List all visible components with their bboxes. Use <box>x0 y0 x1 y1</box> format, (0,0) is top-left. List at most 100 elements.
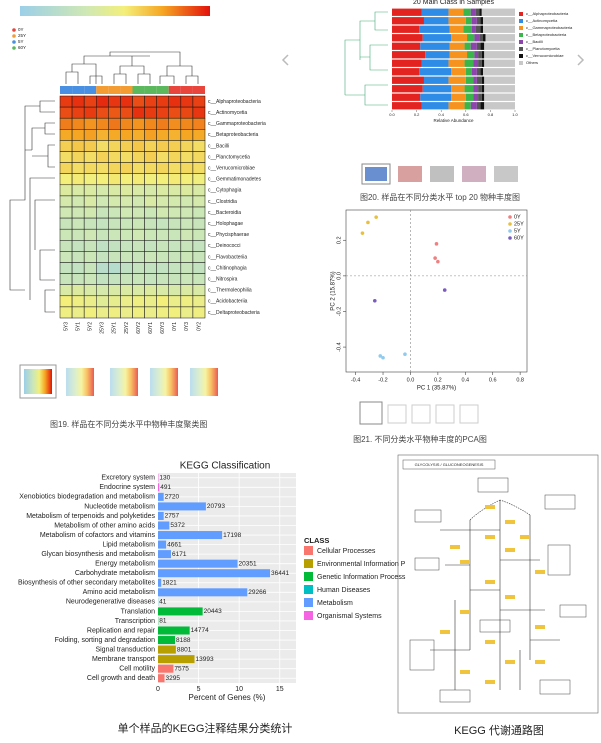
value-label: 491 <box>160 484 171 491</box>
heat-cell <box>71 129 85 141</box>
thumbnail[interactable] <box>459 404 479 424</box>
thumbnail[interactable] <box>387 404 407 424</box>
heat-cell <box>96 284 109 297</box>
heat-cell <box>156 251 170 263</box>
caption: 图19. 样品在不同分类水平中物种丰度聚类图 <box>50 419 207 429</box>
heat-cell <box>156 295 170 308</box>
heat-cell <box>156 195 170 208</box>
y-tick-label: Metabolism of cofactors and vitamins <box>40 532 156 539</box>
heat-cell <box>132 273 145 285</box>
legend-label: Environmental Information P <box>317 561 406 568</box>
thumbnail[interactable] <box>150 368 178 396</box>
thumbnail[interactable] <box>359 401 383 425</box>
heat-cell <box>108 195 121 208</box>
bar-segment <box>474 34 480 42</box>
bar-segment <box>448 17 466 25</box>
heat-cell <box>83 217 97 230</box>
value-label: 41 <box>159 599 167 606</box>
legend-title: CLASS <box>304 536 329 545</box>
legend-label: 25Y <box>514 221 524 227</box>
y-tick-label: Amino acid metabolism <box>83 589 156 596</box>
value-label: 29266 <box>248 589 266 596</box>
carousel-next[interactable] <box>577 54 585 66</box>
heat-cell <box>59 228 73 241</box>
heat-cell <box>180 106 194 119</box>
bar <box>158 664 174 673</box>
heat-cell <box>192 262 206 274</box>
heat-cell <box>192 206 206 219</box>
y-tick-label: Endocrine system <box>99 484 155 491</box>
value-label: 14774 <box>191 627 209 634</box>
row-label: c__Alphaproteobacteria <box>208 99 261 105</box>
carousel-prev[interactable] <box>281 54 289 66</box>
y-tick-label: Carbohydrate metabolism <box>75 570 155 577</box>
bar-segment <box>478 59 482 67</box>
heat-cell <box>132 173 145 186</box>
heat-cell <box>59 184 73 197</box>
thumbnail[interactable] <box>435 404 455 424</box>
sample-dendrogram <box>344 11 388 106</box>
heat-cell <box>96 306 109 319</box>
column-group-bar <box>120 86 133 94</box>
heat-cell <box>156 240 170 252</box>
bar-segment <box>476 76 482 84</box>
y-tick-label: Lipid metabolism <box>102 541 155 548</box>
legend-swatch <box>508 229 512 233</box>
heat-cell <box>96 217 109 230</box>
heat-cell <box>96 184 109 197</box>
heat-cell <box>120 173 133 186</box>
heat-cell <box>71 273 85 285</box>
legend-swatch <box>12 40 16 44</box>
legend-swatch <box>519 33 523 37</box>
heat-cell <box>156 95 170 108</box>
x-tick-label: 0 <box>156 686 160 693</box>
thumbnail[interactable] <box>398 166 422 182</box>
value-label: 20351 <box>239 560 257 567</box>
heat-cell <box>71 306 85 319</box>
bar <box>158 559 238 568</box>
row-label: c__Thermoleophilia <box>208 288 252 294</box>
thumbnail[interactable] <box>411 404 431 424</box>
heat-cell <box>132 195 145 208</box>
legend-swatch <box>519 19 523 23</box>
thumbnail[interactable] <box>110 368 138 396</box>
heat-cell <box>83 195 97 208</box>
point <box>436 259 440 264</box>
heat-cell <box>59 106 73 119</box>
legend-swatch <box>304 611 313 620</box>
thumbnail[interactable] <box>66 368 94 396</box>
row-label: c__Gammaproteobacteria <box>208 121 266 127</box>
column-group-bar <box>168 86 181 94</box>
heat-cell <box>71 240 85 252</box>
heat-cell <box>59 306 73 319</box>
heat-cell <box>96 206 109 219</box>
thumbnail[interactable] <box>494 166 518 182</box>
heat-cell <box>96 262 109 274</box>
thumbnail-strip[interactable] <box>19 364 218 399</box>
heat-cell <box>108 251 121 263</box>
x-tick-label: 0.6 <box>463 112 469 117</box>
heat-cell <box>168 306 182 319</box>
heat-cell <box>96 151 109 163</box>
thumbnail[interactable] <box>462 166 486 182</box>
bar-segment <box>420 42 450 50</box>
pathway-map: GLYCOLYSIS / GLUCONEOGENESIS <box>397 454 599 714</box>
legend-swatch <box>519 54 523 58</box>
bar-segment <box>470 42 477 50</box>
heat-cell <box>192 117 206 130</box>
thumbnail-strip[interactable] <box>359 401 479 425</box>
thumbnail[interactable] <box>190 368 218 396</box>
heat-cell <box>83 262 97 274</box>
thumbnail[interactable] <box>430 166 454 182</box>
heat-cell <box>120 151 133 163</box>
legend-label: c__Bacilli <box>526 39 543 44</box>
y-tick-label: Signal transduction <box>95 646 155 653</box>
heat-cell <box>59 206 73 219</box>
heat-cell <box>180 284 194 297</box>
y-tick-label: -0.2 <box>336 307 342 316</box>
bar-segment <box>476 17 481 25</box>
heat-cell <box>132 184 145 197</box>
heat-cell <box>168 117 182 130</box>
thumbnail-strip[interactable] <box>361 163 518 185</box>
heat-cell <box>168 129 182 141</box>
